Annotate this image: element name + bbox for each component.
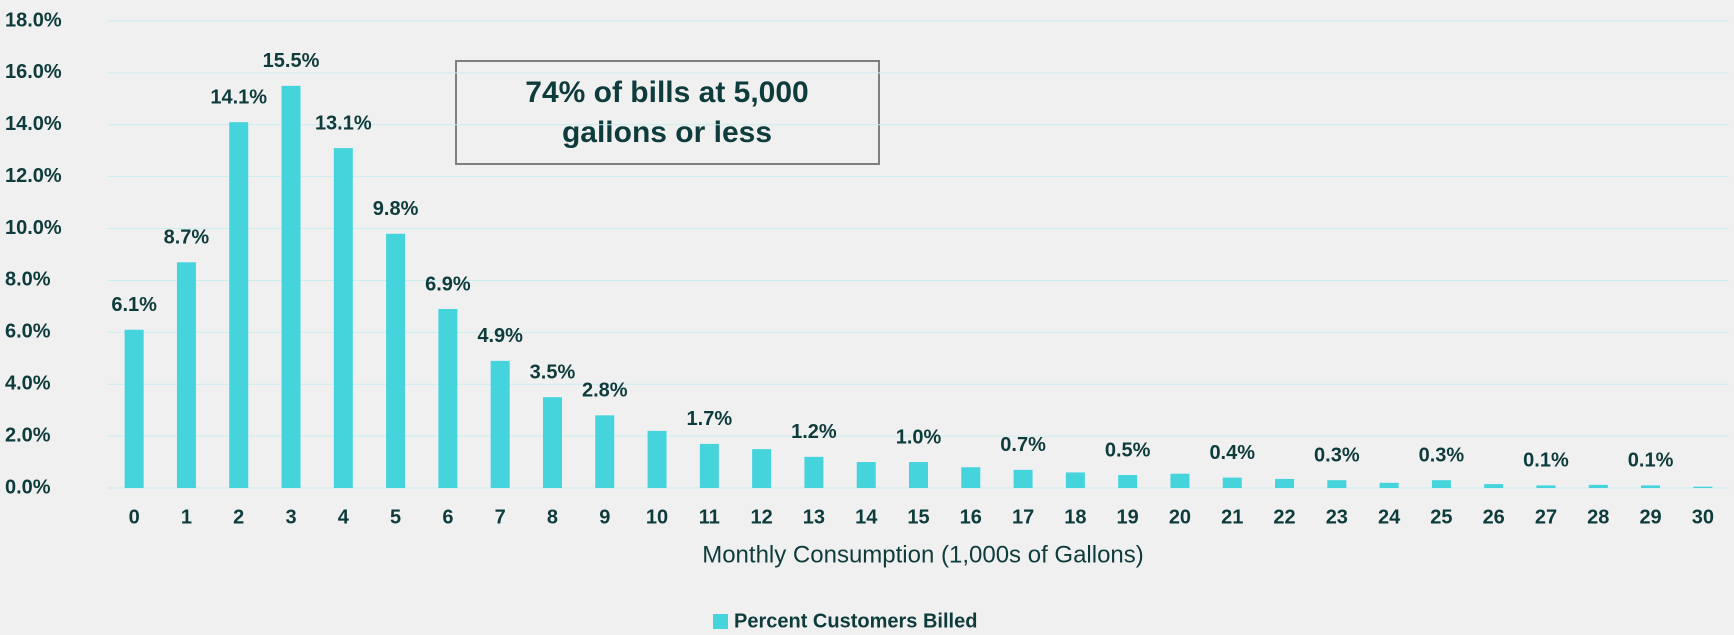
data-label: 1.2% (791, 421, 837, 443)
x-tick-label: 18 (1064, 506, 1086, 528)
y-tick-label: 0.0% (5, 476, 51, 498)
x-tick-label: 20 (1169, 506, 1191, 528)
x-tick-label: 16 (960, 506, 982, 528)
data-label: 14.1% (210, 86, 267, 108)
data-label: 4.9% (477, 325, 523, 347)
x-tick-label: 5 (390, 506, 401, 528)
x-tick-label: 30 (1692, 506, 1714, 528)
bar (1275, 478, 1295, 488)
bar (1693, 486, 1713, 488)
bar (176, 262, 196, 488)
annotation: 74% of bills at 5,000 (525, 76, 808, 109)
y-tick-label: 14.0% (5, 113, 62, 135)
x-tick-label: 1 (181, 506, 192, 528)
bar (542, 397, 562, 488)
y-tick-label: 10.0% (5, 217, 62, 239)
data-label: 3.5% (530, 361, 576, 383)
data-label: 15.5% (263, 50, 320, 72)
bar (1588, 484, 1608, 488)
bar (595, 415, 615, 488)
bar (1118, 475, 1138, 488)
x-tick-label: 21 (1221, 506, 1243, 528)
y-tick-label: 6.0% (5, 321, 51, 343)
legend-label: Percent Customers Billed (734, 610, 977, 632)
x-tick-label: 3 (285, 506, 296, 528)
x-tick-label: 0 (129, 506, 140, 528)
x-tick-label: 6 (442, 506, 453, 528)
data-label: 6.1% (111, 294, 157, 316)
x-tick-label: 8 (547, 506, 558, 528)
bar (1065, 472, 1085, 488)
data-label: 8.7% (164, 227, 210, 249)
x-tick-label: 2 (233, 506, 244, 528)
bar (386, 233, 406, 488)
x-axis-title: Monthly Consumption (1,000s of Gallons) (702, 541, 1144, 568)
x-tick-label: 9 (599, 506, 610, 528)
bar (1536, 485, 1556, 488)
x-tick-label: 4 (338, 506, 350, 528)
data-label: 0.1% (1628, 450, 1674, 472)
bar (1431, 480, 1451, 488)
data-label: 1.7% (687, 408, 733, 430)
x-tick-label: 27 (1535, 506, 1557, 528)
x-tick-label: 7 (495, 506, 506, 528)
x-tick-label: 22 (1273, 506, 1295, 528)
x-tick-label: 26 (1483, 506, 1505, 528)
bar (752, 449, 772, 488)
x-tick-label: 19 (1117, 506, 1139, 528)
data-label: 6.9% (425, 273, 471, 295)
bar (647, 430, 667, 488)
y-tick-label: 18.0% (5, 9, 62, 31)
bar (281, 85, 301, 488)
data-label: 2.8% (582, 380, 628, 402)
x-tick-label: 25 (1430, 506, 1452, 528)
x-tick-label: 15 (907, 506, 929, 528)
data-label: 9.8% (373, 198, 419, 220)
legend-swatch (713, 614, 728, 629)
bar (124, 329, 144, 488)
bar (1379, 482, 1399, 488)
x-tick-label: 10 (646, 506, 668, 528)
bar (1641, 485, 1661, 488)
x-tick-label: 24 (1378, 506, 1401, 528)
x-tick-label: 28 (1587, 506, 1609, 528)
data-label: 0.3% (1314, 444, 1360, 466)
x-tick-label: 17 (1012, 506, 1034, 528)
y-tick-label: 12.0% (5, 165, 62, 187)
y-tick-label: 16.0% (5, 61, 62, 83)
bar (1013, 469, 1033, 488)
data-label: 0.5% (1105, 439, 1151, 461)
bar (961, 467, 981, 488)
x-tick-label: 14 (855, 506, 878, 528)
x-tick-label: 29 (1639, 506, 1661, 528)
bar (804, 456, 824, 488)
data-label: 1.0% (896, 426, 942, 448)
data-label: 0.7% (1000, 434, 1046, 456)
bar (1222, 477, 1242, 488)
bar (1484, 484, 1504, 488)
y-tick-label: 8.0% (5, 269, 51, 291)
bar (909, 462, 928, 488)
annotation: gallons or less (562, 116, 772, 149)
x-tick-label: 23 (1326, 506, 1348, 528)
bar (1327, 480, 1347, 488)
y-tick-label: 2.0% (5, 424, 51, 446)
bar (333, 148, 353, 488)
x-tick-label: 13 (803, 506, 825, 528)
y-tick-label: 4.0% (5, 373, 51, 395)
data-label: 0.1% (1523, 450, 1569, 472)
bar (229, 122, 249, 488)
x-tick-label: 11 (699, 506, 720, 528)
bar (1170, 473, 1190, 488)
bar (438, 308, 458, 488)
x-tick-label: 12 (751, 506, 773, 528)
annotation-box (455, 60, 880, 165)
data-label: 0.4% (1209, 442, 1255, 464)
bar (856, 462, 876, 488)
data-label: 13.1% (315, 112, 372, 134)
bar (699, 443, 719, 488)
data-label: 0.3% (1419, 444, 1465, 466)
bar (490, 360, 510, 488)
